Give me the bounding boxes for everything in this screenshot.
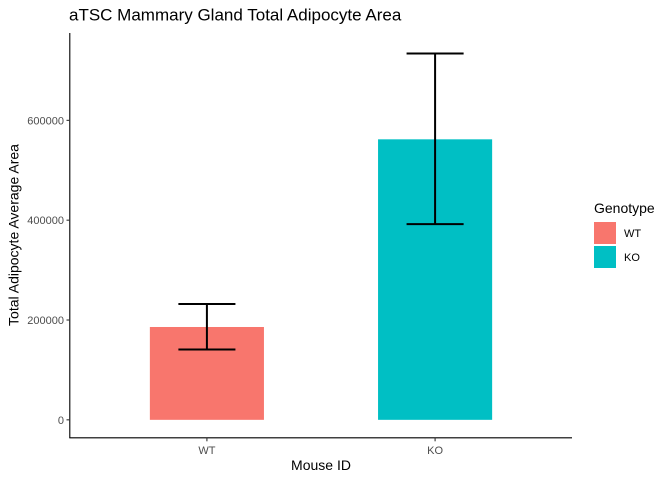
x-tick-label: KO xyxy=(427,445,443,457)
x-axis-ticks: WT KO xyxy=(198,437,443,457)
legend-swatch xyxy=(594,246,616,268)
plot-panel xyxy=(149,52,493,420)
legend-label: WT xyxy=(624,228,641,240)
bars-layer xyxy=(149,139,493,420)
y-tick-label: 600000 xyxy=(27,115,64,127)
y-axis-ticks: 0 200000 400000 600000 xyxy=(27,115,70,427)
legend-swatch xyxy=(594,222,616,244)
error-bar-ko xyxy=(406,52,464,226)
error-bars-layer xyxy=(178,52,464,351)
x-tick-label: WT xyxy=(198,445,215,457)
y-tick-label: 200000 xyxy=(27,315,64,327)
y-tick-label: 0 xyxy=(58,415,64,427)
y-axis-title: Total Adipocyte Average Area xyxy=(6,144,22,326)
legend-title: Genotype xyxy=(594,200,655,216)
legend-label: KO xyxy=(624,252,640,264)
legend: Genotype WT KO xyxy=(594,200,655,268)
error-bar-wt xyxy=(178,303,236,351)
x-axis-title: Mouse ID xyxy=(291,457,351,473)
legend-entry-ko: KO xyxy=(594,246,640,268)
legend-entry-wt: WT xyxy=(594,222,641,244)
legend-entries: WT KO xyxy=(594,222,641,268)
y-tick-label: 400000 xyxy=(27,215,64,227)
chart-title: aTSC Mammary Gland Total Adipocyte Area xyxy=(69,6,402,25)
